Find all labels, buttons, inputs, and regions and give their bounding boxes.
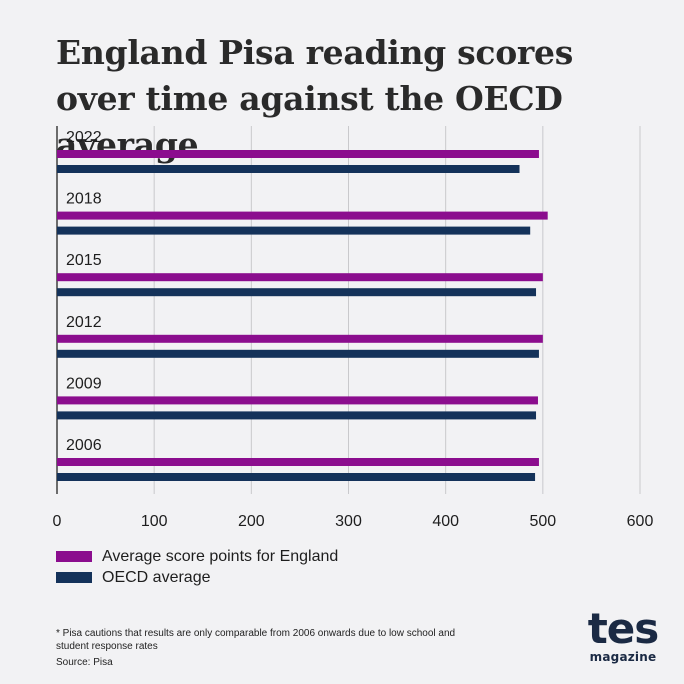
x-tick-label: 500: [529, 513, 556, 530]
bar-oecd: [57, 226, 531, 235]
bar-england: [57, 458, 539, 466]
category-label: 2022: [66, 129, 102, 146]
legend-swatch-england: [56, 551, 92, 562]
legend-item-england: Average score points for England: [56, 546, 338, 567]
x-tick-label: 400: [432, 513, 459, 530]
bar-england: [57, 273, 543, 282]
category-label: 2009: [66, 375, 102, 392]
legend-swatch-oecd: [56, 572, 92, 583]
bar-oecd: [57, 165, 520, 173]
x-tick-label: 0: [53, 513, 62, 530]
bar-oecd: [57, 349, 539, 358]
footnote: * Pisa cautions that results are only co…: [56, 628, 456, 652]
bar-england: [57, 334, 543, 343]
bar-chart: 0 100 200 300 400 500 600 2022 2018 2015 2012 2009 2…: [53, 126, 654, 530]
bar-england: [57, 150, 539, 158]
legend-item-oecd: OECD average: [56, 567, 338, 588]
tes-magazine-logo: tes magazine: [583, 604, 663, 665]
x-tick-label: 100: [141, 513, 168, 530]
x-tick-label: 200: [238, 513, 265, 530]
x-tick-label: 300: [335, 513, 362, 530]
category-label: 2006: [66, 437, 102, 454]
x-tick-label: 600: [627, 513, 654, 530]
category-label: 2018: [66, 191, 102, 208]
bar-oecd: [57, 473, 536, 481]
chart-title: England Pisa reading scores over time ag…: [56, 33, 573, 164]
bar-oecd: [57, 411, 537, 420]
legend: Average score points for England OECD av…: [56, 546, 338, 588]
bar-oecd: [57, 288, 537, 297]
category-label: 2015: [66, 252, 102, 269]
category-label: 2012: [66, 314, 102, 331]
bar-england: [57, 396, 538, 405]
bar-england: [57, 211, 548, 220]
brand-main-text: tes: [587, 604, 660, 653]
source-note: Source: Pisa: [56, 657, 113, 668]
brand-sub-text: magazine: [589, 650, 657, 664]
legend-label-england: Average score points for England: [102, 547, 339, 565]
legend-label-oecd: OECD average: [102, 568, 211, 586]
